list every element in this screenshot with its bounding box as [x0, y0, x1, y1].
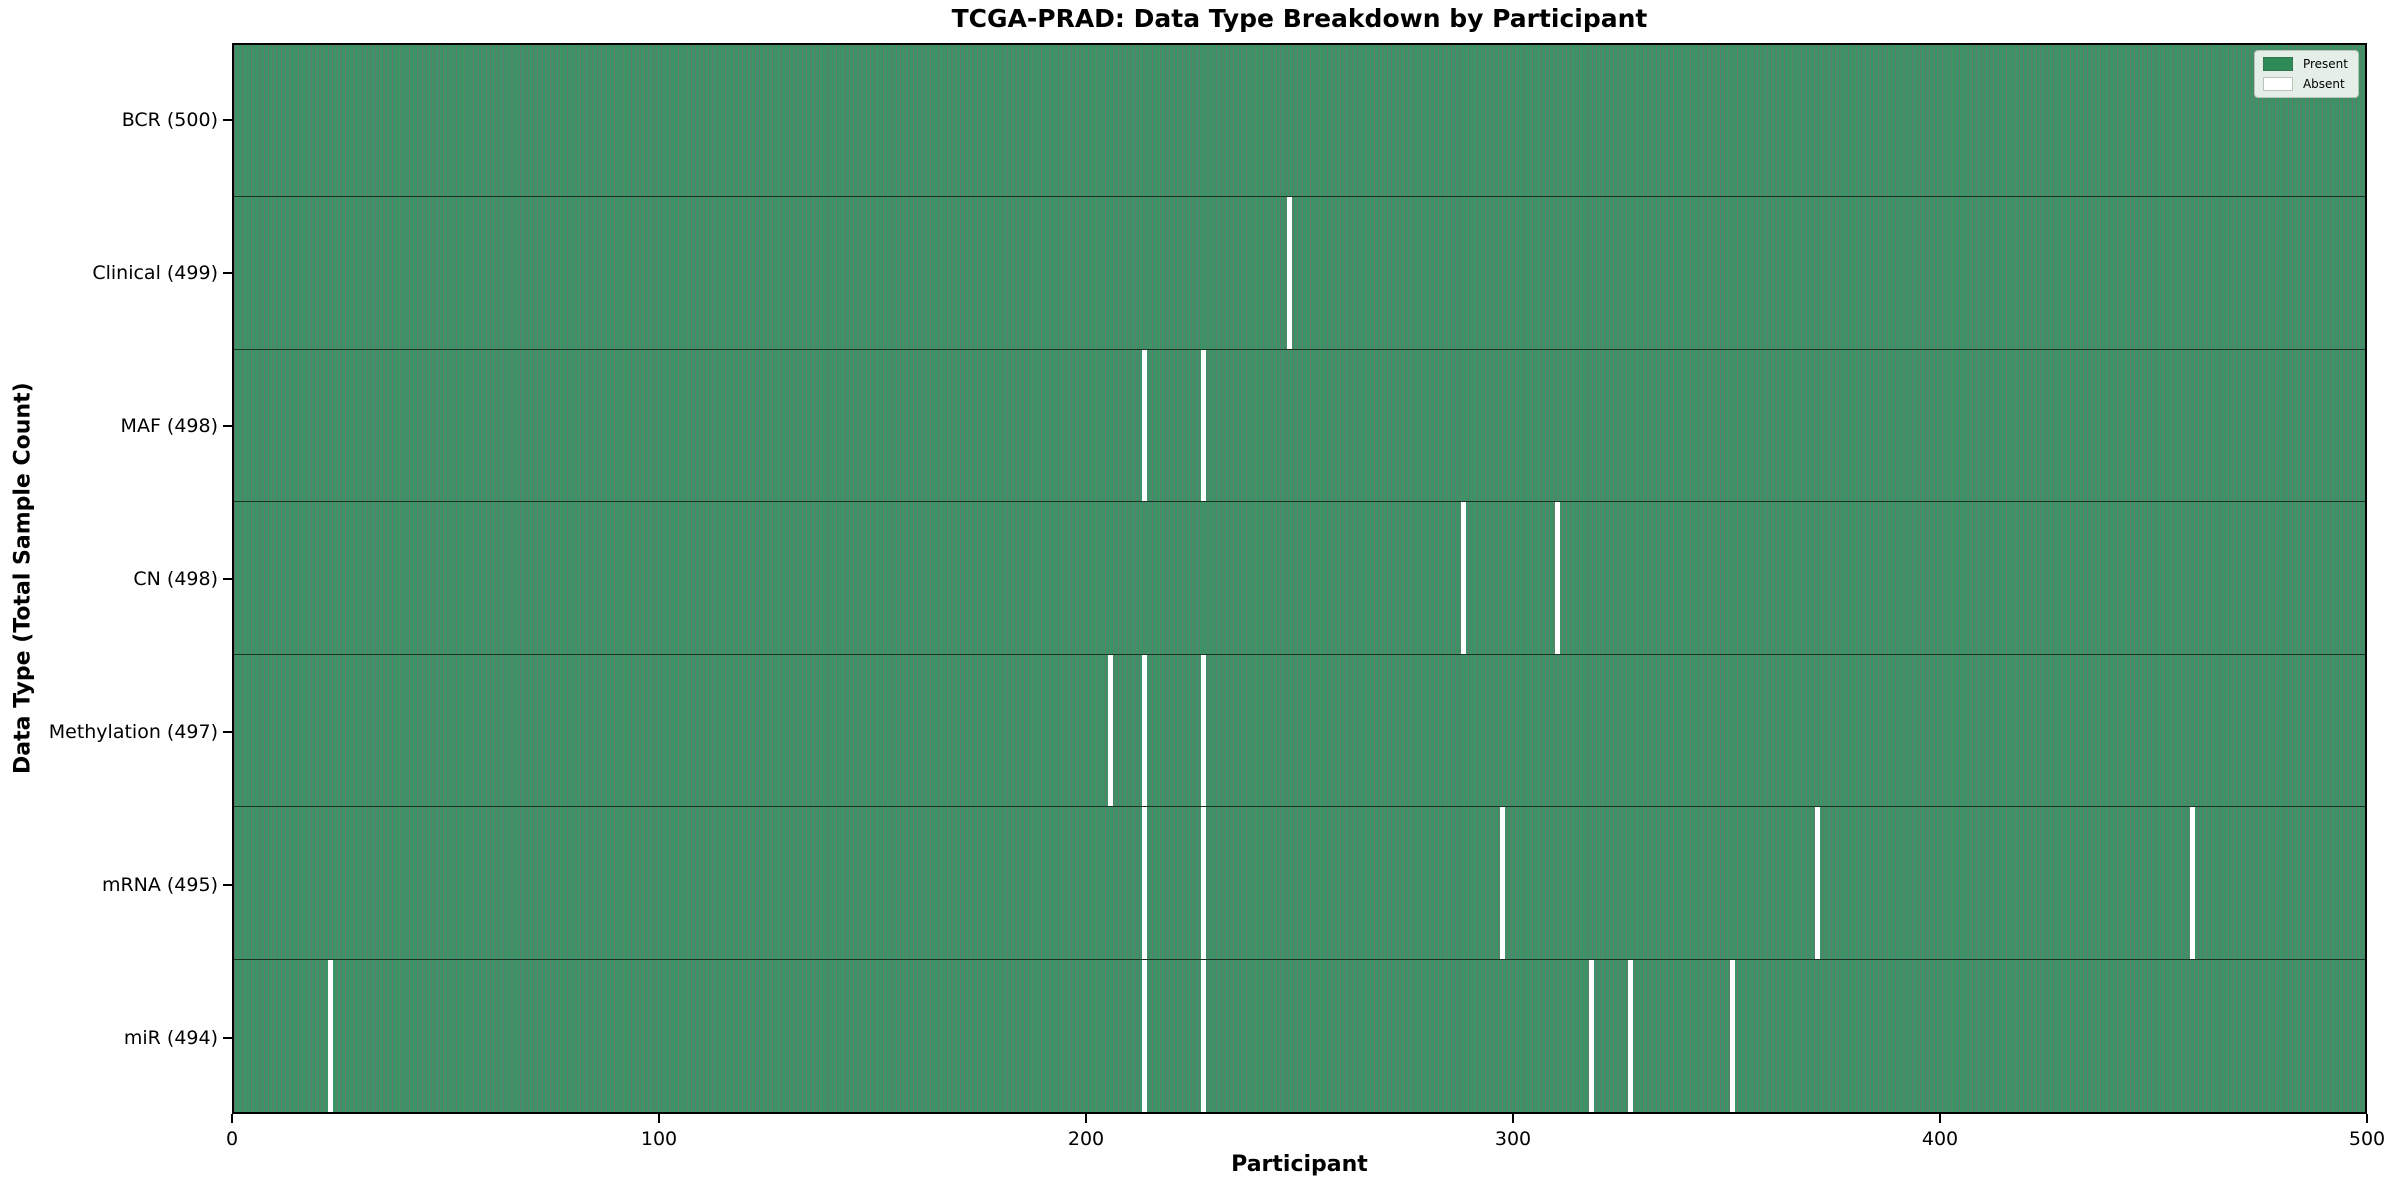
absent-gap-mrna-371: [1815, 807, 1821, 959]
chart-title: TCGA-PRAD: Data Type Breakdown by Partic…: [951, 4, 1648, 33]
legend-label: Present: [2302, 57, 2348, 71]
absent-gap-methylation-205: [1107, 654, 1113, 807]
y-tick-mark: [223, 271, 232, 274]
row-band-methylation: [234, 654, 2365, 808]
y-tick-label-bcr: BCR (500): [121, 108, 218, 131]
y-tick-label-mir: miR (494): [123, 1026, 218, 1049]
x-axis-label: Participant: [1231, 1152, 1368, 1177]
x-tick-mark: [1512, 1114, 1514, 1123]
x-tick-mark: [2366, 1114, 2368, 1123]
y-tick-mark: [223, 424, 232, 427]
y-tick-label-mrna: mRNA (495): [101, 873, 218, 896]
y-tick-mark: [223, 1036, 232, 1039]
absent-gap-methylation-227: [1201, 654, 1207, 807]
x-tick-label-200: 200: [1067, 1128, 1105, 1150]
legend-swatch-absent: [2262, 77, 2293, 91]
x-tick-mark: [1939, 1114, 1941, 1123]
x-tick-mark: [658, 1114, 660, 1123]
x-tick-label-400: 400: [1921, 1128, 1959, 1150]
legend-entry-absent: Absent: [2262, 77, 2348, 91]
y-tick-mark: [223, 730, 232, 733]
row-band-clinical: [234, 197, 2365, 350]
x-tick-label-0: 0: [225, 1128, 239, 1150]
absent-gap-mir-327: [1627, 959, 1633, 1112]
legend-swatch-present: [2262, 57, 2293, 71]
x-tick-label-500: 500: [2348, 1128, 2386, 1150]
absent-gap-mrna-297: [1499, 807, 1505, 959]
row-band-bcr: [234, 45, 2365, 198]
absent-gap-cn-288: [1461, 502, 1467, 654]
x-tick-label-300: 300: [1494, 1128, 1532, 1150]
x-tick-mark: [231, 1114, 233, 1123]
row-band-cn: [234, 502, 2365, 655]
y-tick-label-methylation: Methylation (497): [48, 720, 218, 743]
x-tick-label-100: 100: [640, 1128, 678, 1150]
absent-gap-maf-227: [1201, 349, 1207, 502]
x-tick-mark: [1085, 1114, 1087, 1123]
absent-gap-mir-351: [1729, 959, 1735, 1112]
absent-gap-mir-318: [1589, 959, 1595, 1112]
absent-gap-mrna-227: [1201, 807, 1207, 959]
row-band-maf: [234, 349, 2365, 503]
absent-gap-cn-310: [1555, 502, 1561, 654]
y-tick-mark: [223, 883, 232, 886]
absent-gap-mir-227: [1201, 959, 1207, 1112]
absent-gap-clinical-247: [1286, 197, 1292, 349]
y-tick-label-maf: MAF (498): [120, 414, 218, 437]
absent-gap-mir-213: [1141, 959, 1147, 1112]
absent-gap-methylation-213: [1141, 654, 1147, 807]
y-tick-mark: [223, 577, 232, 580]
absent-gap-mir-22: [327, 959, 333, 1112]
legend: Present Absent: [2253, 50, 2359, 98]
y-tick-mark: [223, 118, 232, 121]
legend-label: Absent: [2302, 77, 2345, 91]
y-tick-label-cn: CN (498): [133, 567, 218, 590]
row-band-mrna: [234, 807, 2365, 960]
row-band-mir: [234, 959, 2365, 1112]
absent-gap-mrna-213: [1141, 807, 1147, 959]
legend-entry-present: Present: [2262, 57, 2348, 71]
absent-gap-mrna-459: [2190, 807, 2196, 959]
absent-gap-maf-213: [1141, 349, 1147, 502]
plot-area: Present Absent: [232, 43, 2367, 1114]
y-tick-label-clinical: Clinical (499): [92, 261, 218, 284]
